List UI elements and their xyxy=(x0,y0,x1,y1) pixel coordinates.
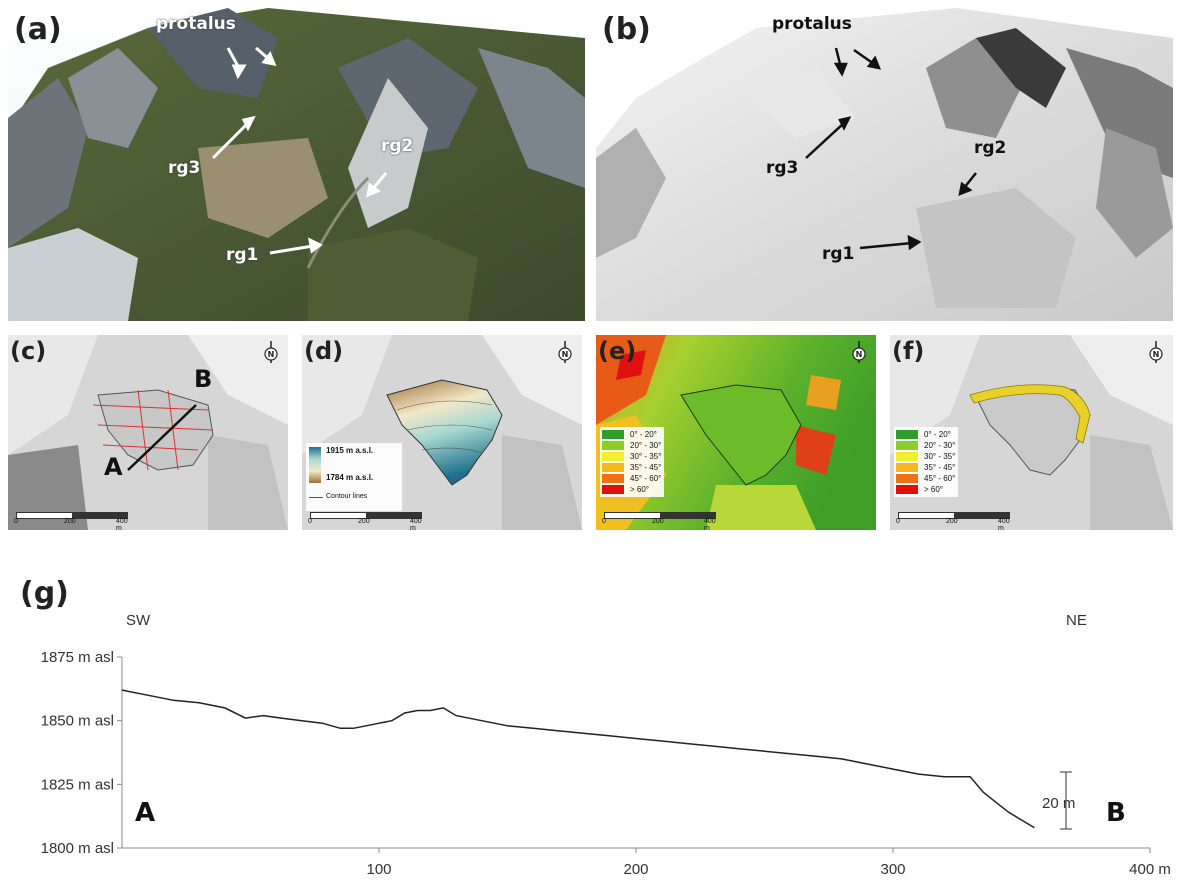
rg2-label-a: rg2 xyxy=(381,136,414,156)
slope-legend-label: 45° - 60° xyxy=(924,474,956,483)
slope-legend-swatch xyxy=(896,485,918,494)
slope-legend-label: 20° - 30° xyxy=(630,441,662,450)
vertical-scale-bar: 20 m xyxy=(1042,771,1075,830)
rg2-label-b: rg2 xyxy=(974,138,1007,158)
north-arrow-icon: N xyxy=(1149,341,1163,363)
panel-e-slope-map: (e) 0° - 20° 20° - 30° 30° - 35° 35° - 45° 4… xyxy=(596,335,876,530)
north-arrow-icon: N xyxy=(852,341,866,363)
panel-e-label: (e) xyxy=(598,337,637,365)
x-tick-label: 300 xyxy=(880,861,905,878)
slope-legend-swatch xyxy=(602,430,624,439)
slope-legend-item: 30° - 35° xyxy=(896,451,956,462)
hillshade-terrain-image xyxy=(596,8,1173,321)
x-tick-label: 100 xyxy=(366,861,391,878)
north-arrow-icon: N xyxy=(264,341,278,363)
slope-legend-swatch xyxy=(896,452,918,461)
y-tick-label: 1850 m asl xyxy=(41,713,114,730)
slope-legend-label: 35° - 45° xyxy=(630,463,662,472)
rg3-label-b: rg3 xyxy=(766,158,799,178)
profile-point-a: A xyxy=(135,798,156,828)
slope-legend-swatch xyxy=(602,474,624,483)
slope-legend-item: 35° - 45° xyxy=(896,462,956,473)
protalus-label-a: protalus xyxy=(156,14,236,34)
slope-legend-label: 30° - 35° xyxy=(630,452,662,461)
slope-legend-label: 45° - 60° xyxy=(630,474,662,483)
hillshade-map-c xyxy=(8,335,288,530)
legend-low-elevation: 1784 m a.s.l. xyxy=(326,473,374,482)
protalus-label-b: protalus xyxy=(772,14,852,34)
elevation-legend: 1915 m a.s.l. 1784 m a.s.l. Contour line… xyxy=(306,443,402,511)
panel-d-label: (d) xyxy=(304,337,344,365)
slope-legend-swatch xyxy=(602,441,624,450)
panel-a-label: (a) xyxy=(14,12,62,47)
vertical-scale-label: 20 m xyxy=(1042,795,1075,812)
slope-legend-swatch xyxy=(896,474,918,483)
direction-ne-label: NE xyxy=(1066,612,1087,629)
panel-b-label: (b) xyxy=(602,12,651,47)
svg-text:N: N xyxy=(268,350,275,359)
y-tick-label: 1825 m asl xyxy=(41,776,114,793)
y-tick-label: 1800 m asl xyxy=(41,840,114,857)
panel-d-elevation-map: (d) 1915 m a.s.l. 1784 m a.s.l. Contour … xyxy=(302,335,582,530)
slope-legend-f: 0° - 20° 20° - 30° 30° - 35° 35° - 45° 45° -… xyxy=(894,427,958,497)
profile-point-b: B xyxy=(1106,798,1126,828)
rg1-label-a: rg1 xyxy=(226,245,259,265)
slope-legend-swatch xyxy=(602,452,624,461)
slope-legend-label: > 60° xyxy=(630,485,649,494)
x-tick-label: 400 m xyxy=(1129,861,1171,878)
slope-legend-item: 35° - 45° xyxy=(602,462,662,473)
panel-f-label: (f) xyxy=(892,337,925,365)
slope-legend-e: 0° - 20° 20° - 30° 30° - 35° 35° - 45° 45° -… xyxy=(600,427,664,497)
panel-g-label: (g) xyxy=(20,576,69,611)
slope-legend-swatch xyxy=(602,485,624,494)
slope-legend-item: 0° - 20° xyxy=(602,429,662,440)
legend-contours: Contour lines xyxy=(326,493,368,500)
slope-legend-item: 45° - 60° xyxy=(602,473,662,484)
slope-legend-item: > 60° xyxy=(602,484,662,495)
slope-legend-swatch xyxy=(602,463,624,472)
y-tick-label: 1875 m asl xyxy=(41,649,114,666)
rg3-label-a: rg3 xyxy=(168,158,201,178)
rg1-label-b: rg1 xyxy=(822,244,855,264)
point-a-label-c: A xyxy=(104,453,123,481)
x-tick-label: 200 xyxy=(623,861,648,878)
panel-c-profile-map: (c) A B N 0 200 400 m xyxy=(8,335,288,530)
slope-legend-label: > 60° xyxy=(924,485,943,494)
svg-text:N: N xyxy=(856,350,863,359)
svg-text:N: N xyxy=(562,350,569,359)
panel-a-satellite-view: (a) protalus rg3 rg2 rg1 xyxy=(8,8,585,321)
slope-legend-item: 0° - 20° xyxy=(896,429,956,440)
panel-f-front-slope-map: (f) 0° - 20° 20° - 30° 30° - 35° 35° - 45° 4… xyxy=(890,335,1173,530)
panel-b-hillshade-view: (b) protalus rg3 rg2 rg1 xyxy=(596,8,1173,321)
slope-legend-item: 45° - 60° xyxy=(896,473,956,484)
svg-text:N: N xyxy=(1153,350,1160,359)
slope-legend-swatch xyxy=(896,463,918,472)
slope-legend-label: 0° - 20° xyxy=(630,430,657,439)
legend-high-elevation: 1915 m a.s.l. xyxy=(326,446,374,455)
slope-legend-label: 20° - 30° xyxy=(924,441,956,450)
slope-legend-item: 20° - 30° xyxy=(896,440,956,451)
north-arrow-icon: N xyxy=(558,341,572,363)
front-slope-map-f xyxy=(890,335,1173,530)
slope-legend-label: 30° - 35° xyxy=(924,452,956,461)
panel-c-label: (c) xyxy=(10,337,47,365)
slope-legend-swatch xyxy=(896,441,918,450)
slope-legend-item: 20° - 30° xyxy=(602,440,662,451)
satellite-terrain-image xyxy=(8,8,585,321)
slope-legend-item: 30° - 35° xyxy=(602,451,662,462)
slope-legend-label: 35° - 45° xyxy=(924,463,956,472)
slope-legend-swatch xyxy=(896,430,918,439)
slope-legend-item: > 60° xyxy=(896,484,956,495)
direction-sw-label: SW xyxy=(126,612,151,629)
slope-legend-label: 0° - 20° xyxy=(924,430,951,439)
point-b-label-c: B xyxy=(194,365,213,393)
profile-line xyxy=(121,689,1035,829)
